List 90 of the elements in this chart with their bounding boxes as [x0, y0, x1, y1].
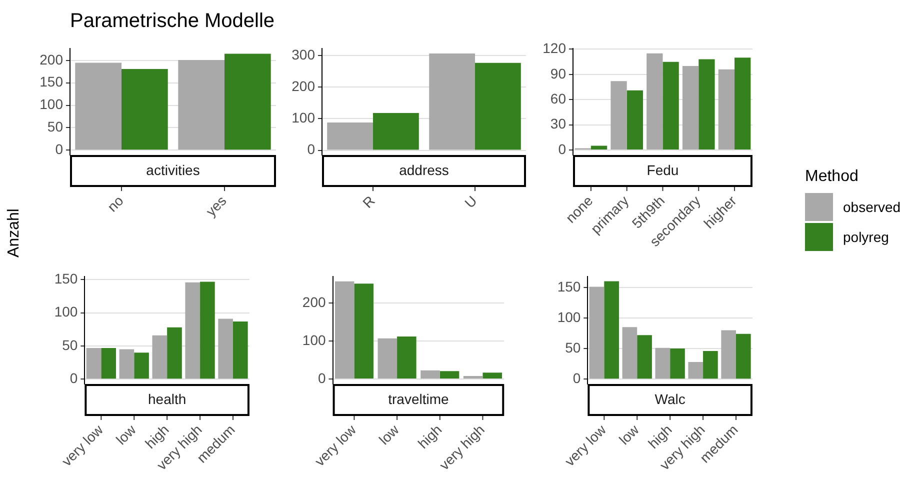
x-axis-title: Fedu	[646, 162, 679, 178]
y-tick-label: 100	[302, 332, 326, 348]
bar	[482, 372, 502, 379]
bar	[734, 58, 751, 150]
bar	[626, 90, 643, 150]
bar	[232, 321, 248, 379]
bar	[589, 286, 604, 379]
bar	[354, 284, 374, 379]
y-tick-label: 50	[565, 339, 581, 356]
x-tick-label: U	[461, 192, 480, 211]
y-tick-label: 200	[40, 51, 64, 68]
x-tick-label: very low	[561, 420, 610, 470]
bar	[86, 348, 102, 379]
y-tick-label: 100	[557, 308, 581, 325]
y-axis-title: Anzahl	[5, 208, 24, 258]
x-tick-label: high	[644, 421, 675, 452]
y-tick-label: 100	[54, 304, 78, 320]
bar	[200, 282, 215, 379]
x-axis-title: address	[399, 162, 449, 178]
bar	[718, 69, 735, 150]
x-tick-label: no	[104, 192, 126, 215]
y-tick-label: 100	[40, 96, 64, 112]
bar	[736, 334, 751, 379]
x-tick-label: very low	[311, 420, 360, 470]
y-tick-label: 120	[542, 40, 566, 56]
bar	[698, 59, 715, 150]
bar	[429, 53, 475, 150]
bar	[119, 349, 134, 379]
y-tick-label: 0	[70, 370, 78, 386]
bar	[185, 282, 200, 379]
y-tick-label: 0	[318, 370, 326, 386]
y-tick-label: 60	[550, 90, 566, 106]
y-tick-label: 0	[55, 140, 64, 157]
bar	[167, 327, 182, 379]
bar	[703, 350, 718, 379]
x-tick-label: low	[112, 420, 140, 448]
x-axis-title: Walc	[654, 390, 686, 407]
bar	[610, 81, 627, 150]
bar	[134, 352, 149, 379]
x-tick-label: yes	[202, 192, 230, 220]
bar	[721, 330, 736, 379]
x-tick-label: high	[142, 421, 172, 452]
bar	[397, 336, 416, 379]
bar	[688, 362, 704, 379]
bar	[670, 348, 685, 379]
x-tick-label: R	[359, 192, 378, 211]
y-tick-label: 0	[572, 370, 581, 386]
y-tick-label: 30	[550, 116, 566, 132]
bar	[590, 146, 608, 150]
y-tick-label: 200	[292, 78, 316, 94]
bar	[327, 122, 373, 150]
legend-label: observed	[843, 199, 901, 215]
bar	[440, 371, 460, 379]
bar	[152, 335, 168, 379]
x-tick-label: high	[414, 421, 445, 452]
x-axis-title: health	[148, 390, 186, 407]
y-tick-label: 150	[40, 74, 64, 90]
y-tick-label: 150	[557, 278, 581, 294]
bar	[604, 281, 619, 379]
bar	[475, 62, 521, 150]
y-tick-label: 100	[292, 110, 316, 126]
y-tick-label: 0	[307, 141, 316, 158]
y-tick-label: 200	[302, 294, 326, 310]
bar	[101, 348, 116, 379]
bar	[420, 370, 440, 379]
legend-title: Method	[805, 168, 860, 186]
bar	[662, 62, 679, 150]
legend-label: polyreg	[843, 229, 889, 245]
bar	[334, 281, 354, 379]
bar	[646, 53, 663, 150]
bar	[622, 327, 638, 379]
bar	[218, 318, 233, 379]
bar	[378, 338, 398, 379]
bar	[463, 376, 483, 379]
bar	[682, 66, 699, 150]
x-axis-title: traveltime	[388, 390, 450, 407]
x-tick-label: very low	[58, 420, 107, 470]
y-tick-label: 50	[62, 336, 78, 353]
y-tick-label: 90	[550, 65, 566, 82]
bar	[637, 335, 652, 379]
chart-title: Parametrische Modelle	[70, 10, 275, 33]
y-tick-label: 50	[47, 118, 64, 135]
x-axis-title: activities	[146, 162, 200, 178]
x-tick-label: low	[376, 420, 403, 448]
bar	[655, 348, 670, 379]
bar	[373, 113, 419, 150]
y-tick-label: 150	[54, 270, 78, 287]
y-tick-label: 300	[292, 46, 316, 63]
x-tick-label: low	[616, 420, 643, 448]
y-tick-label: 0	[558, 140, 566, 157]
